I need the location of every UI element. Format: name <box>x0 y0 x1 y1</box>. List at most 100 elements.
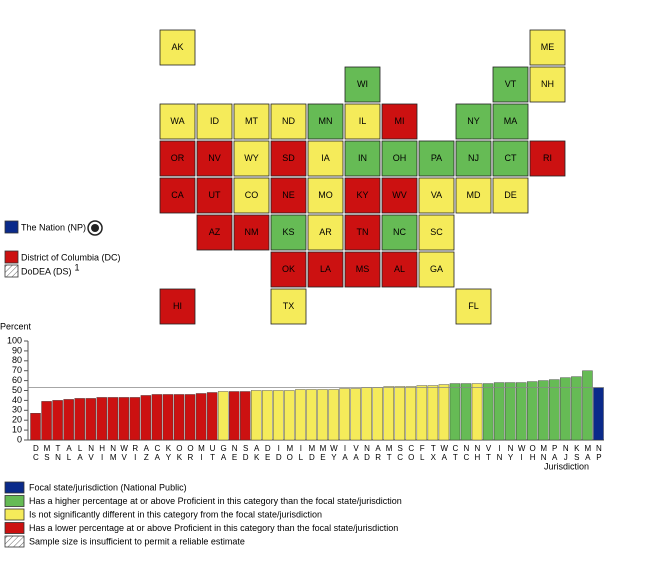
state-label: NJ <box>468 153 479 163</box>
bar <box>96 397 107 441</box>
bar <box>394 386 406 441</box>
x-tick-label: MN <box>539 444 548 462</box>
state-label: KY <box>356 190 368 200</box>
x-tick-label: MI <box>197 444 206 462</box>
state <box>233 177 270 214</box>
state-label: KS <box>282 227 294 237</box>
bar <box>195 393 207 441</box>
x-tick-label: SD <box>241 444 250 462</box>
state-label: IL <box>359 116 367 126</box>
x-tick-label: NY <box>506 444 515 462</box>
legend-note: 1 <box>75 262 80 272</box>
state <box>344 214 381 251</box>
state <box>455 103 492 140</box>
x-tick-label: MO <box>285 444 294 462</box>
legend-label: District of Columbia (DC) <box>21 252 121 262</box>
state <box>307 140 344 177</box>
state-label: SC <box>430 227 443 237</box>
bar <box>350 388 361 441</box>
x-tick-label: VA <box>352 444 361 462</box>
bar <box>317 389 328 441</box>
state <box>307 177 344 214</box>
bar <box>471 383 483 441</box>
state-label: IA <box>321 153 330 163</box>
x-tick-label: PA <box>550 444 559 462</box>
bar <box>460 383 472 441</box>
state <box>492 103 529 140</box>
map: AK ME WI VT NH WA ID MT ND MN IL MI NY MA OR NV WY SD IA IN… <box>159 29 566 325</box>
state-label: WV <box>392 190 407 200</box>
bar <box>361 387 372 441</box>
x-tick-label: SC <box>396 444 405 462</box>
bar <box>151 394 163 441</box>
state-label: MS <box>356 264 370 274</box>
state <box>492 140 529 177</box>
bar <box>129 397 141 441</box>
state <box>159 288 196 325</box>
bar <box>107 397 119 441</box>
state-label: OK <box>282 264 295 274</box>
x-tick-label: AK <box>252 444 261 462</box>
y-axis-label: Percent <box>0 321 32 331</box>
bar <box>251 390 262 441</box>
state-label: VA <box>431 190 442 200</box>
y-tick-label: 30 <box>12 405 22 415</box>
bar <box>449 383 461 441</box>
state <box>270 214 307 251</box>
state <box>196 103 233 140</box>
x-axis-label: Jurisdiction <box>544 461 589 471</box>
state-label: ND <box>282 116 295 126</box>
state-label: VT <box>505 79 517 89</box>
bar <box>85 398 96 441</box>
state-label: UT <box>209 190 221 200</box>
state-label: MN <box>319 116 333 126</box>
state <box>270 177 307 214</box>
x-tick-label: MT <box>385 444 394 462</box>
state <box>159 177 196 214</box>
state <box>270 103 307 140</box>
x-tick-label: CT <box>451 444 460 462</box>
bar <box>284 390 295 441</box>
x-tick-label: UT <box>208 444 217 462</box>
y-tick-label: 10 <box>12 424 22 434</box>
bar <box>493 382 505 441</box>
state <box>307 103 344 140</box>
legend-swatch <box>4 495 25 507</box>
state <box>418 214 455 251</box>
y-tick-label: 80 <box>12 355 22 365</box>
bar <box>328 389 339 441</box>
x-tick-label: TX <box>429 444 438 462</box>
x-tick-label: WV <box>119 444 128 462</box>
state-label: PA <box>431 153 442 163</box>
x-tick-label: IL <box>296 444 305 462</box>
state-label: CT <box>505 153 517 163</box>
state <box>196 214 233 251</box>
legend-label: Is not significantly different in this c… <box>29 509 322 519</box>
state-label: WI <box>357 79 368 89</box>
x-tick-label: NM <box>109 444 118 462</box>
x-tick-label: NJ <box>561 444 570 462</box>
state <box>455 140 492 177</box>
bar <box>538 380 549 441</box>
x-tick-label: WI <box>517 444 526 462</box>
state-label: MT <box>245 116 258 126</box>
x-tick-label: KY <box>164 444 173 462</box>
state <box>159 29 196 66</box>
legend-swatch <box>4 522 25 534</box>
state <box>381 251 418 288</box>
x-tick-label: OK <box>175 444 184 462</box>
bar <box>30 413 41 441</box>
bar <box>571 376 582 441</box>
bar <box>206 392 218 441</box>
bar <box>162 394 174 441</box>
state <box>455 288 492 325</box>
state <box>381 214 418 251</box>
x-tick-label: AL <box>65 444 74 462</box>
state <box>529 66 566 103</box>
bar <box>482 383 494 441</box>
x-tick-label: IN <box>495 444 504 462</box>
state <box>381 140 418 177</box>
x-tick-label: DC <box>31 444 40 462</box>
x-tick-label: AZ <box>142 444 151 462</box>
state-label: AL <box>394 264 405 274</box>
